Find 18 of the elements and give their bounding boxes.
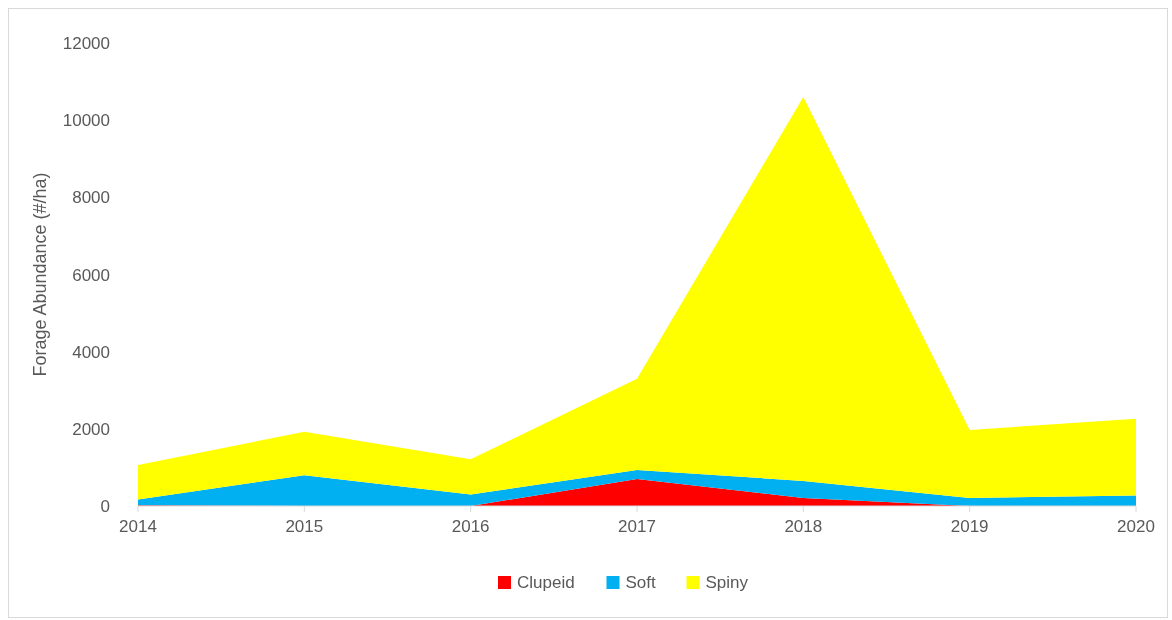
y-tick-label: 10000 xyxy=(62,111,110,131)
y-tick-label: 6000 xyxy=(72,265,110,285)
y-tick-label: 0 xyxy=(100,497,110,516)
y-axis-title: Forage Abundance (#/ha) xyxy=(30,172,50,377)
legend-label: Clupeid xyxy=(517,573,575,592)
legend-label: Spiny xyxy=(705,573,749,592)
x-tick-label: 2019 xyxy=(950,517,989,536)
y-tick-label: 4000 xyxy=(72,342,110,362)
y-tick-label: 12000 xyxy=(62,34,110,53)
x-tick-label: 2020 xyxy=(1117,517,1155,536)
x-tick-label: 2018 xyxy=(784,517,823,536)
x-tick-label: 2017 xyxy=(618,517,656,536)
legend-label: Soft xyxy=(625,573,657,592)
y-tick-label: 8000 xyxy=(72,188,110,208)
y-tick-label: 2000 xyxy=(72,419,110,439)
x-tick-label: 2015 xyxy=(285,517,324,536)
x-tick-label: 2014 xyxy=(119,517,157,536)
x-tick-label: 2016 xyxy=(451,517,490,536)
